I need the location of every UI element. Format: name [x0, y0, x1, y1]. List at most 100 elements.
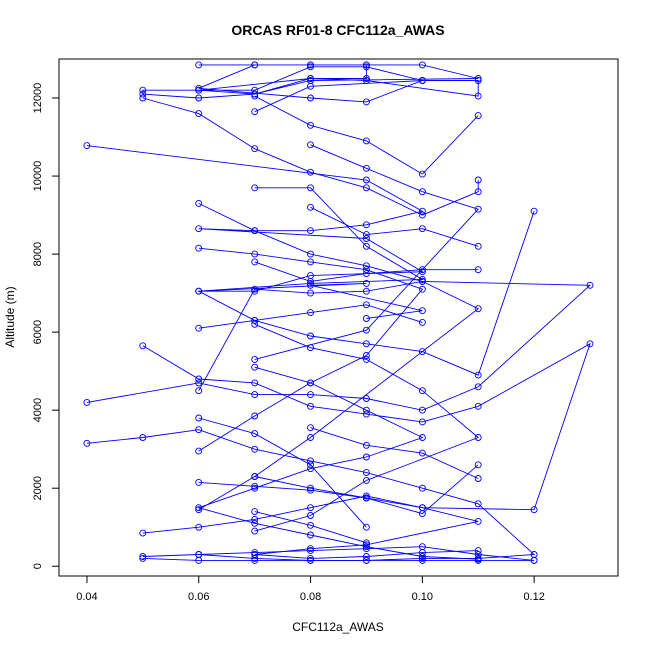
series-line-4 — [142, 342, 591, 534]
y-tick-label: 4000 — [32, 398, 44, 422]
x-tick-label: 0.06 — [188, 591, 209, 603]
data-point — [83, 439, 91, 447]
data-point — [362, 61, 370, 69]
data-point — [362, 410, 370, 418]
data-point — [307, 391, 314, 399]
chart-title: ORCAS RF01-8 CFC112a_AWAS — [231, 22, 444, 38]
series-line-13 — [142, 97, 479, 216]
data-point — [307, 504, 314, 512]
data-point — [83, 142, 91, 150]
data-point — [251, 227, 259, 235]
data-point — [251, 61, 259, 69]
series-line-2 — [86, 145, 424, 319]
data-point — [307, 203, 314, 211]
data-point — [362, 469, 370, 477]
data-point — [195, 414, 203, 422]
data-point — [307, 184, 314, 192]
series-line-5 — [86, 280, 592, 411]
data-point — [362, 494, 370, 502]
data-point — [362, 539, 370, 547]
data-point — [251, 508, 259, 516]
data-point — [362, 492, 370, 500]
data-point — [362, 63, 370, 71]
data-point — [307, 289, 314, 297]
data-point — [474, 517, 482, 525]
series-line-11 — [198, 247, 424, 452]
data-point — [307, 277, 314, 285]
data-point — [362, 301, 370, 309]
data-point — [307, 332, 314, 340]
series-line-21 — [254, 511, 367, 544]
data-point — [251, 551, 259, 558]
data-point — [362, 441, 370, 449]
series-line-16 — [198, 304, 423, 329]
data-point — [195, 387, 203, 395]
data-point — [307, 521, 314, 529]
data-point — [362, 137, 370, 145]
data-point — [418, 553, 426, 560]
data-point — [474, 266, 482, 274]
data-point — [307, 75, 314, 82]
data-point — [362, 523, 370, 531]
data-point — [418, 77, 426, 84]
data-point — [251, 412, 259, 420]
data-point — [418, 188, 426, 196]
series-line-20 — [254, 464, 479, 515]
data-point — [307, 61, 314, 69]
data-point — [139, 553, 147, 560]
data-point — [418, 434, 426, 441]
data-point — [251, 482, 259, 490]
data-point — [139, 554, 147, 562]
data-point — [362, 164, 370, 172]
data-point — [362, 287, 370, 295]
series-line-17 — [310, 206, 479, 247]
data-point — [195, 523, 203, 531]
data-point — [251, 363, 259, 371]
data-point — [251, 527, 259, 535]
data-point — [307, 63, 314, 71]
data-point — [362, 406, 370, 414]
x-tick-label: 0.04 — [76, 591, 97, 603]
data-point — [362, 279, 370, 287]
data-point — [418, 276, 426, 283]
y-axis-label: Altitude (m) — [3, 286, 17, 347]
data-point — [139, 434, 147, 441]
series-line-19 — [198, 417, 367, 528]
data-point — [474, 242, 482, 250]
data-point — [418, 285, 426, 293]
data-point — [418, 225, 426, 233]
data-point — [195, 556, 203, 564]
data-point — [530, 506, 538, 514]
data-point — [418, 61, 426, 69]
data-point — [474, 75, 482, 82]
data-point — [418, 266, 426, 274]
series-line-10 — [198, 202, 480, 511]
data-point — [474, 555, 482, 563]
data-point — [474, 176, 482, 184]
data-point — [362, 326, 370, 334]
series-line-7 — [142, 546, 535, 561]
data-point — [474, 305, 482, 313]
data-point — [307, 344, 314, 352]
series-line-8 — [198, 481, 479, 559]
data-point — [362, 355, 370, 363]
data-point — [195, 84, 203, 92]
data-point — [307, 281, 314, 289]
data-point — [474, 475, 482, 482]
data-point — [362, 77, 370, 84]
data-point — [195, 426, 203, 434]
series-line-9 — [197, 366, 479, 560]
data-point — [251, 90, 259, 98]
data-point — [474, 77, 482, 84]
data-point — [195, 478, 203, 486]
data-point — [139, 529, 147, 537]
data-point — [195, 324, 203, 332]
data-point — [307, 434, 314, 441]
data-point — [362, 395, 370, 402]
y-tick-label: 0 — [32, 563, 44, 569]
data-point — [307, 531, 314, 539]
data-point — [195, 506, 203, 514]
data-point — [474, 92, 482, 100]
data-point — [362, 340, 370, 348]
